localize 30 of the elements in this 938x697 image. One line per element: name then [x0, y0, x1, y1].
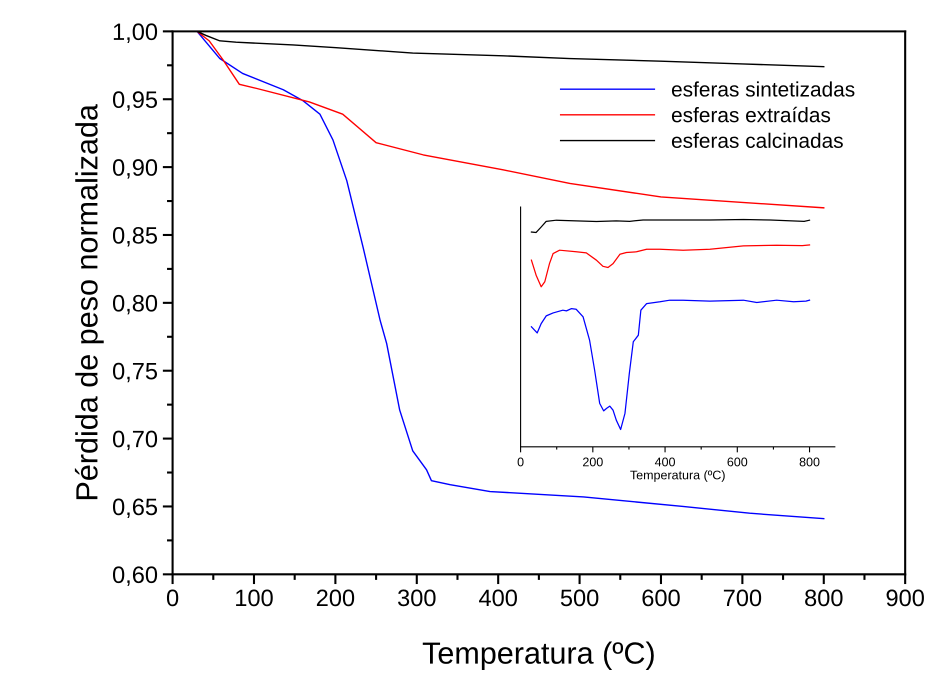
x-tick-label: 0: [166, 590, 178, 606]
x-tick-label: 700: [724, 590, 762, 606]
x-tick-label: 600: [728, 458, 748, 466]
y-axis-title: Pérdida de peso normalizada: [74, 104, 104, 500]
y-tick-label: 0,85: [112, 227, 158, 247]
x-axis-title: Temperatura (ºC): [630, 470, 725, 482]
y-tick-label: 0,95: [112, 91, 158, 111]
x-tick-label: 0: [518, 458, 524, 466]
x-tick-label: 100: [236, 590, 273, 606]
x-tick-label: 900: [886, 590, 924, 606]
legend-label: esferas sintetizadas: [672, 81, 854, 97]
x-tick-label: 600: [642, 590, 680, 606]
x-tick-label: 800: [805, 590, 843, 606]
x-tick-label: 400: [654, 458, 676, 466]
x-tick-label: 200: [316, 590, 354, 606]
y-tick-label: 0,65: [112, 498, 158, 518]
x-axis-title: Temperatura (ºC): [422, 641, 654, 670]
y-tick-label: 0,60: [112, 566, 158, 586]
y-tick-label: 0,75: [112, 362, 158, 382]
y-tick-label: 0,90: [112, 159, 158, 179]
y-tick-label: 1,00: [114, 23, 158, 43]
legend-label: esferas extraídas: [672, 106, 830, 122]
y-tick-label: 0,80: [112, 294, 158, 314]
x-tick-label: 300: [398, 590, 436, 606]
x-tick-label: 500: [560, 590, 598, 606]
x-tick-label: 400: [479, 590, 517, 606]
y-tick-label: 0,70: [112, 430, 158, 450]
legend-label: esferas calcinadas: [672, 132, 843, 148]
x-tick-label: 800: [800, 458, 820, 466]
x-tick-label: 200: [583, 458, 603, 466]
